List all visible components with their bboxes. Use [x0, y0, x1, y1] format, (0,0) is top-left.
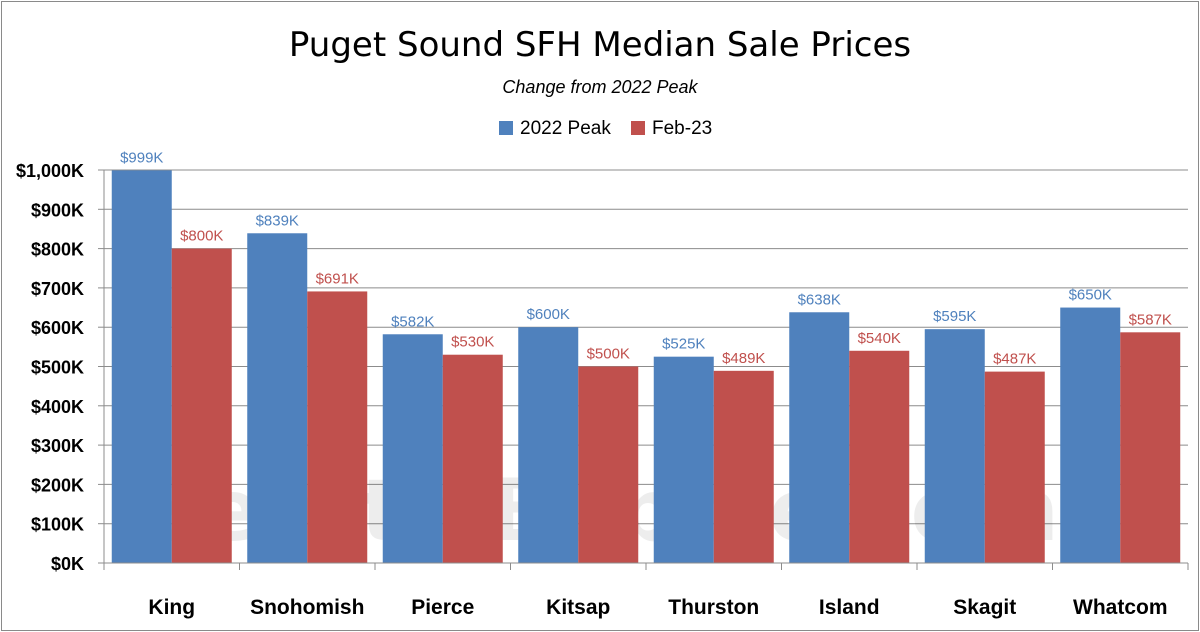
bar-2022-peak: [111, 170, 172, 563]
bar-feb-23: [442, 354, 503, 563]
axes: [98, 169, 1189, 570]
x-tick-label: Snohomish: [250, 596, 364, 619]
x-tick-label: Kitsap: [546, 596, 610, 619]
legend-swatch-feb-23: [631, 121, 645, 135]
legend-label-feb-23: Feb-23: [652, 118, 712, 139]
data-label-2022-peak: $650K: [1069, 287, 1112, 304]
data-label-2022-peak: $525K: [662, 336, 705, 353]
x-tick-label: Pierce: [411, 596, 474, 619]
bar-feb-23: [307, 291, 368, 563]
y-tick-label: $500K: [31, 358, 84, 378]
data-label-2022-peak: $582K: [391, 313, 434, 330]
x-axis-ticks: King Snohomish Pierce Kitsap Thurston Island S…: [148, 596, 1167, 619]
data-label-2022-peak: $638K: [798, 291, 841, 308]
bar-feb-23: [849, 350, 910, 563]
chart-title: Puget Sound SFH Median Sale Prices: [289, 25, 911, 65]
legend-swatch-2022-peak: [499, 121, 513, 135]
x-tick-label: Thurston: [668, 596, 759, 619]
bar-2022-peak: [789, 312, 850, 563]
bar-feb-23: [713, 370, 774, 563]
y-tick-label: $300K: [31, 436, 84, 456]
data-label-feb-23: $530K: [451, 334, 494, 351]
data-label-2022-peak: $999K: [120, 149, 163, 166]
legend-label-2022-peak: 2022 Peak: [520, 118, 611, 139]
y-tick-label: $200K: [31, 475, 84, 495]
bar-2022-peak: [1060, 307, 1121, 563]
data-label-feb-23: $489K: [722, 350, 765, 367]
x-tick-label: Skagit: [953, 596, 1016, 619]
bar-feb-23: [984, 371, 1045, 563]
bar-feb-23: [1120, 332, 1181, 563]
y-tick-label: $700K: [31, 279, 84, 299]
data-label-2022-peak: $600K: [527, 306, 570, 323]
legend: 2022 Peak Feb-23: [499, 118, 712, 139]
x-tick-label: Island: [819, 596, 880, 619]
data-label-feb-23: $800K: [180, 228, 223, 245]
y-tick-label: $0K: [51, 554, 84, 574]
bar-feb-23: [171, 248, 232, 563]
data-label-feb-23: $691K: [316, 270, 359, 287]
chart-subtitle: Change from 2022 Peak: [502, 77, 698, 97]
y-tick-label: $1,000K: [16, 161, 84, 181]
y-tick-label: $400K: [31, 397, 84, 417]
bar-2022-peak: [653, 356, 714, 563]
bar-2022-peak: [924, 329, 985, 563]
y-tick-label: $600K: [31, 318, 84, 338]
data-label-feb-23: $500K: [587, 346, 630, 363]
y-tick-label: $900K: [31, 200, 84, 220]
y-tick-label: $100K: [31, 515, 84, 535]
x-tick-label: King: [148, 596, 195, 619]
bar-2022-peak: [247, 233, 308, 563]
bar-2022-peak: [518, 327, 579, 563]
data-label-feb-23: $587K: [1129, 311, 1172, 328]
data-label-2022-peak: $839K: [256, 212, 299, 229]
data-label-feb-23: $487K: [993, 351, 1036, 368]
y-tick-label: $800K: [31, 240, 84, 260]
data-label-2022-peak: $595K: [933, 308, 976, 325]
bar-2022-peak: [382, 334, 443, 563]
x-tick-label: Whatcom: [1073, 596, 1168, 619]
bar-feb-23: [578, 366, 639, 563]
data-labels: $999K $800K $839K $691K $582K $530K $600K $500K…: [120, 149, 1172, 367]
data-label-feb-23: $540K: [858, 330, 901, 347]
y-axis-ticks: $0K $100K $200K $300K $400K $500K $600K $700K $8…: [16, 161, 84, 574]
bars: [111, 170, 1181, 563]
